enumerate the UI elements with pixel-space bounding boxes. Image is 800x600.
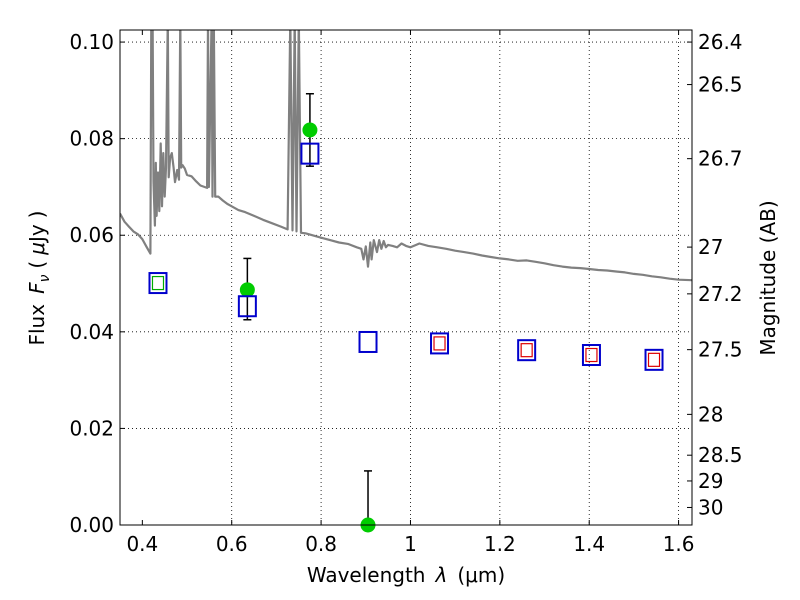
x-tick-label: 0.6 bbox=[216, 532, 248, 556]
model-band-inner-square bbox=[585, 347, 598, 363]
model-band-inner-square bbox=[433, 336, 446, 351]
model-band-square bbox=[358, 330, 378, 353]
model-band-square bbox=[581, 344, 601, 367]
x-tick-label: 1.4 bbox=[573, 532, 605, 556]
y-tick-label: 0.04 bbox=[69, 320, 114, 344]
y-tick-label: 0.10 bbox=[69, 30, 114, 54]
y2-tick-label: 27.2 bbox=[698, 282, 743, 306]
y2-tick-label: 27 bbox=[698, 235, 723, 259]
y2-tick-label: 29 bbox=[698, 469, 723, 493]
y-tick-label: 0.02 bbox=[69, 416, 114, 440]
y2-axis-label: Magnitude (AB) bbox=[756, 200, 780, 355]
y-tick-label: 0.08 bbox=[69, 127, 114, 151]
y-axis-label: FluxFν(μJy) bbox=[25, 210, 53, 345]
y2-tick-label: 28.5 bbox=[698, 443, 743, 467]
x-tick-label: 0.8 bbox=[305, 532, 337, 556]
model-band-square bbox=[430, 332, 450, 355]
x-tick-label: 1.2 bbox=[484, 532, 516, 556]
model-band-square bbox=[148, 272, 168, 295]
x-tick-label: 1.6 bbox=[663, 532, 695, 556]
grid bbox=[120, 30, 692, 525]
plot-frame bbox=[119, 29, 693, 526]
model-band-square bbox=[300, 142, 320, 165]
y2-tick-label: 28 bbox=[698, 402, 723, 426]
observed-point bbox=[239, 282, 255, 298]
model-spectrum bbox=[120, 30, 692, 282]
x-tick-label: 0.4 bbox=[126, 532, 158, 556]
model-band-inner-square bbox=[520, 343, 533, 358]
x-axis-label: Wavelength λ (μm) bbox=[307, 563, 505, 587]
y2-tick-label: 26.5 bbox=[698, 73, 743, 97]
model-band-square bbox=[237, 295, 257, 318]
y-tick-label: 0.00 bbox=[69, 513, 114, 537]
model-band-square bbox=[644, 348, 664, 371]
spectrum-line bbox=[120, 30, 692, 282]
x-tick-label: 1 bbox=[404, 532, 417, 556]
y-tick-label: 0.06 bbox=[69, 223, 114, 247]
model-band-inner-square bbox=[647, 352, 661, 367]
y2-tick-label: 27.5 bbox=[698, 338, 743, 362]
y2-tick-label: 26.4 bbox=[698, 30, 743, 54]
model-band-square bbox=[517, 339, 537, 362]
y2-tick-label: 30 bbox=[698, 495, 723, 519]
markers bbox=[148, 92, 664, 533]
axes: 0.4 0.6 0.8 1 1.2 1.4 1.6 0.00 0.02 0.04 0.06 0.08 0… bbox=[69, 30, 743, 556]
model-band-inner-square bbox=[151, 275, 165, 291]
y2-tick-label: 26.7 bbox=[698, 147, 743, 171]
observed-point bbox=[302, 122, 318, 138]
